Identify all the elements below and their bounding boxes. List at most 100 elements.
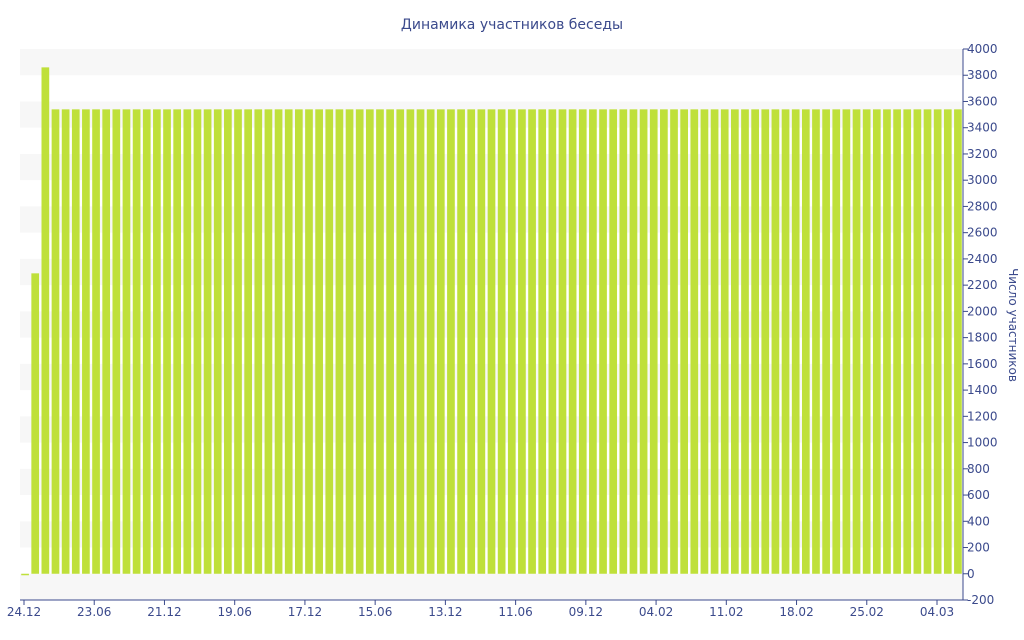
bar	[365, 109, 374, 574]
x-tick-label: 24.12	[7, 605, 41, 619]
bar	[345, 109, 354, 574]
bar	[193, 109, 202, 574]
y-tick-label: 3600	[967, 94, 998, 108]
y-tick-label: 3400	[967, 121, 998, 135]
bar	[325, 109, 334, 574]
bar	[31, 273, 40, 574]
bar	[629, 109, 638, 574]
bar	[538, 109, 547, 574]
y-tick-label: 2800	[967, 199, 998, 213]
bar	[609, 109, 618, 574]
bar	[173, 109, 182, 574]
y-tick-label: 1200	[967, 409, 998, 423]
x-tick-label: 21.12	[147, 605, 181, 619]
x-tick-label: 23.06	[77, 605, 111, 619]
bar	[487, 109, 496, 574]
bar	[731, 109, 739, 574]
x-tick-label: 13.12	[428, 605, 462, 619]
bar	[680, 109, 689, 574]
bar	[568, 109, 577, 574]
bar	[264, 109, 273, 574]
bar	[396, 109, 405, 574]
bar	[558, 109, 567, 574]
y-tick-label: 0	[967, 567, 975, 581]
bar	[619, 109, 628, 574]
bar	[660, 109, 668, 574]
bar	[700, 109, 709, 574]
bar	[903, 109, 912, 574]
bar	[153, 109, 161, 574]
bar	[305, 109, 313, 574]
bar	[923, 109, 932, 574]
y-tick-label: 1600	[967, 357, 998, 371]
y-tick-label: 1800	[967, 331, 998, 345]
bar	[416, 109, 425, 574]
bar	[376, 109, 384, 574]
bar	[467, 109, 476, 574]
bar	[852, 109, 861, 574]
bar	[599, 109, 607, 574]
bar	[751, 109, 759, 574]
y-tick-label: 3000	[967, 173, 998, 187]
bar	[163, 109, 171, 574]
bar	[386, 109, 394, 574]
x-tick-label: 19.06	[218, 605, 252, 619]
y-tick-label: 1000	[967, 436, 998, 450]
bar	[82, 109, 90, 574]
grid-band	[20, 573, 963, 600]
bar	[112, 109, 121, 574]
bar	[832, 109, 841, 574]
bar	[883, 109, 891, 574]
bar	[761, 109, 770, 574]
bar	[670, 109, 678, 574]
bar	[872, 109, 881, 574]
x-tick-label: 17.12	[288, 605, 322, 619]
bar	[791, 109, 800, 574]
grid-band	[20, 49, 963, 76]
y-tick-label: 3200	[967, 147, 998, 161]
bar	[315, 109, 323, 574]
bar	[335, 109, 344, 574]
y-tick-label: 200	[967, 541, 990, 555]
bar	[142, 109, 151, 574]
bar	[71, 109, 80, 574]
bar	[933, 109, 942, 574]
bar	[406, 109, 415, 574]
bar	[203, 109, 212, 574]
bar	[102, 109, 111, 574]
y-tick-label: 2000	[967, 304, 998, 318]
bar	[548, 109, 557, 574]
bar	[954, 109, 962, 574]
y-tick-label: 2400	[967, 252, 998, 266]
bar	[436, 109, 445, 574]
bar	[893, 109, 901, 574]
bar	[720, 109, 729, 574]
bars	[21, 67, 962, 576]
bar	[690, 109, 699, 574]
bar	[213, 109, 222, 574]
bar	[61, 109, 70, 574]
x-tick-label: 11.02	[709, 605, 743, 619]
bar	[781, 109, 790, 574]
bar	[528, 109, 536, 574]
y-tick-label: 2200	[967, 278, 998, 292]
bar	[294, 109, 303, 574]
bar	[862, 109, 871, 574]
x-tick-label: 04.02	[639, 605, 673, 619]
x-tick-label: 25.02	[850, 605, 884, 619]
bar	[457, 109, 465, 574]
bar	[92, 109, 100, 574]
bar	[589, 109, 597, 574]
y-tick-label: -200	[967, 593, 994, 607]
x-tick-label: 09.12	[569, 605, 603, 619]
y-ticks: -200 0 200 400 600 800 1000 1200 1400 1600 1800 200…	[963, 42, 998, 607]
y-tick-label: 4000	[967, 42, 998, 56]
bar	[801, 109, 810, 574]
bar	[254, 109, 263, 574]
bar	[274, 109, 283, 574]
bar	[578, 109, 587, 574]
y-tick-label: 400	[967, 514, 990, 528]
y-tick-label: 800	[967, 462, 990, 476]
bar	[639, 109, 648, 574]
